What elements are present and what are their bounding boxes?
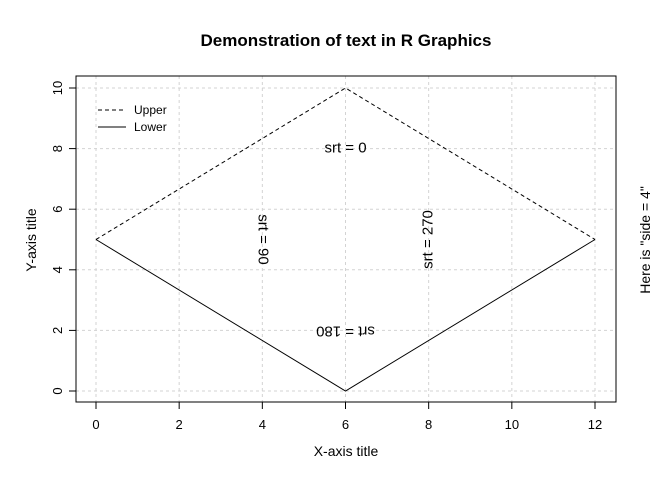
legend: Upper Lower	[98, 103, 167, 134]
x-tick-label: 4	[259, 417, 266, 432]
x-axis-title: X-axis title	[314, 443, 379, 459]
series-line-lower	[95, 239, 596, 392]
annotation-srt-90: srt = 90	[254, 214, 271, 264]
y-axis-title: Y-axis title	[23, 208, 39, 272]
grid-lines	[76, 76, 616, 402]
y-tick-label: 2	[50, 327, 65, 334]
chart-title: Demonstration of text in R Graphics	[201, 31, 492, 50]
series-lines	[95, 87, 596, 392]
y-tick-label: 4	[50, 266, 65, 273]
legend-label-lower: Lower	[134, 120, 167, 134]
y-tick-label: 6	[50, 206, 65, 213]
series-line-upper	[95, 87, 596, 240]
x-tick-label: 10	[505, 417, 519, 432]
legend-label-upper: Upper	[134, 103, 167, 117]
rotated-text-annotations: srt = 0 srt = 90 srt = 180 srt = 270	[254, 140, 436, 340]
annotation-srt-0: srt = 0	[324, 140, 366, 157]
side-4-text: Here is "side = 4"	[637, 186, 653, 294]
y-tick-label: 0	[50, 387, 65, 394]
x-tick-label: 0	[92, 417, 99, 432]
x-tick-label: 2	[176, 417, 183, 432]
y-tick-label: 8	[50, 145, 65, 152]
y-tick-label: 10	[50, 81, 65, 95]
x-tick-label: 6	[342, 417, 349, 432]
annotation-srt-270: srt = 270	[420, 210, 437, 269]
x-tick-label: 8	[425, 417, 432, 432]
annotation-srt-180: srt = 180	[316, 322, 375, 339]
x-tick-label: 12	[588, 417, 602, 432]
plot-border	[75, 75, 617, 403]
